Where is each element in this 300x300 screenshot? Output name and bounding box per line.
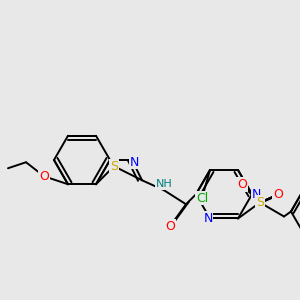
Text: N: N	[129, 155, 139, 169]
Text: O: O	[273, 188, 283, 201]
Text: N: N	[251, 188, 261, 201]
Text: S: S	[110, 160, 118, 173]
Text: S: S	[256, 196, 264, 209]
Text: O: O	[165, 220, 175, 233]
Text: O: O	[39, 170, 49, 183]
Text: Cl: Cl	[196, 191, 208, 205]
Text: O: O	[237, 178, 247, 191]
Text: NH: NH	[156, 179, 172, 189]
Text: N: N	[203, 212, 213, 225]
